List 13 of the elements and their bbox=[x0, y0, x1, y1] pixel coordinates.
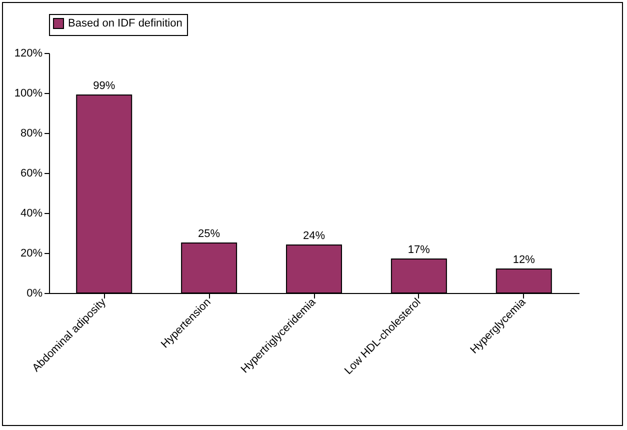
data-label: 17% bbox=[408, 244, 430, 256]
y-tick-label: 60% bbox=[20, 168, 43, 180]
data-label: 12% bbox=[512, 254, 536, 266]
data-label: 99% bbox=[93, 80, 116, 92]
y-tick-label: 20% bbox=[20, 248, 43, 260]
data-label: 24% bbox=[302, 230, 326, 242]
data-label: 25% bbox=[198, 228, 220, 240]
y-tick-label: 120% bbox=[14, 48, 43, 60]
y-tick-label: 0% bbox=[26, 288, 43, 300]
y-tick-label: 40% bbox=[20, 208, 43, 220]
y-tick-label: 100% bbox=[14, 88, 43, 100]
y-tick-label: 80% bbox=[20, 128, 43, 140]
legend-label: Based on IDF definition bbox=[68, 18, 182, 30]
